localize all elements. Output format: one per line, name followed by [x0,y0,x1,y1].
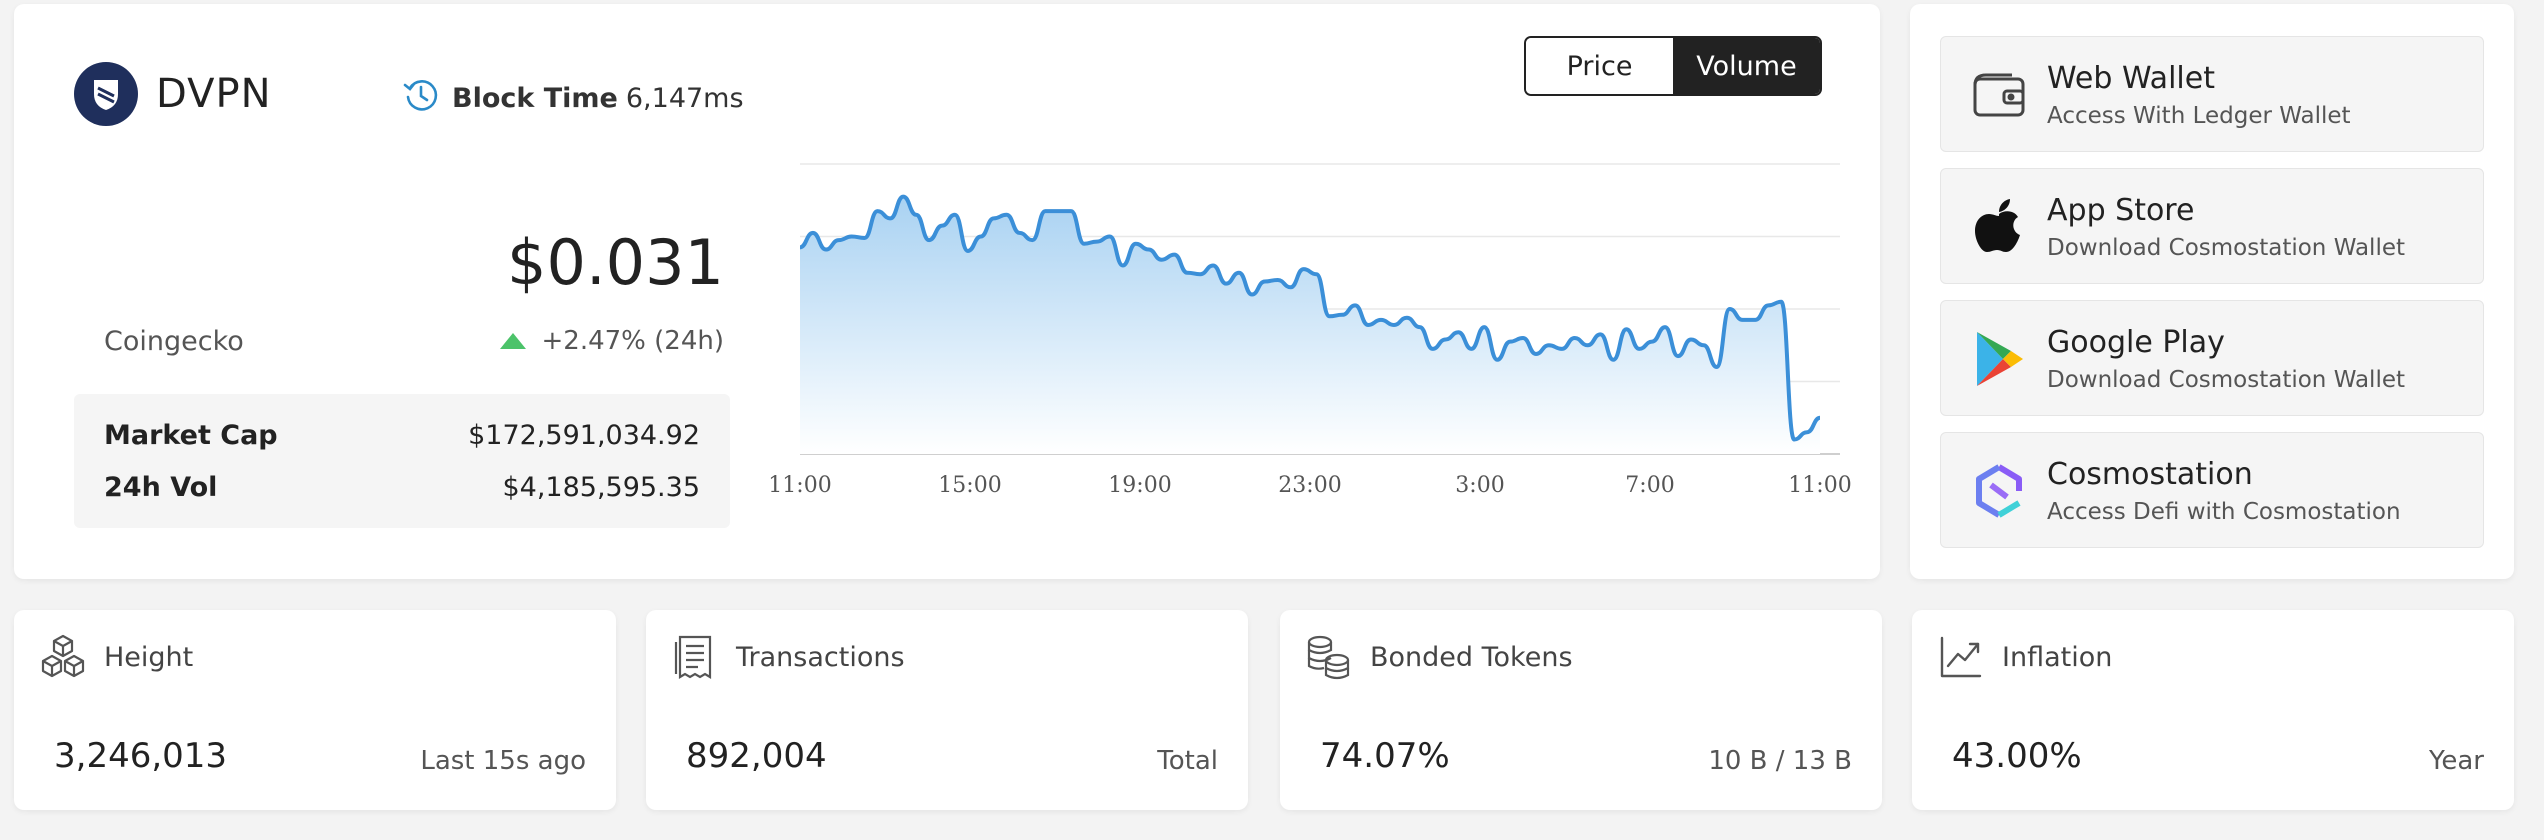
brand-name: DVPN [156,71,272,117]
cubes-icon [40,634,86,680]
transactions-value: 892,004 [686,736,827,776]
toggle-volume-button[interactable]: Volume [1673,38,1820,94]
google-play-link[interactable]: Google Play Download Cosmostation Wallet [1940,300,2484,416]
cosmostation-subtitle: Access Defi with Cosmostation [2047,499,2401,525]
inflation-label: Inflation [2002,642,2113,673]
inflation-value: 43.00% [1952,736,2082,776]
google-play-icon [1969,329,2029,389]
price-change: +2.47% (24h) [499,326,725,356]
web-wallet-subtitle: Access With Ledger Wallet [2047,103,2351,129]
wallet-links-card: Web Wallet Access With Ledger Wallet App… [1910,4,2514,579]
x-tick-label: 7:00 [1625,473,1674,498]
cosmostation-icon [1969,461,2029,521]
bonded-tokens-value: 74.07% [1320,736,1450,776]
transactions-label: Transactions [736,642,905,673]
web-wallet-link[interactable]: Web Wallet Access With Ledger Wallet [1940,36,2484,152]
apple-icon [1969,197,2029,257]
coins-icon [1306,634,1352,680]
x-tick-label: 19:00 [1108,473,1171,498]
web-wallet-title: Web Wallet [2047,61,2215,96]
dvpn-logo-icon [74,62,138,126]
cosmostation-link[interactable]: Cosmostation Access Defi with Cosmostati… [1940,432,2484,548]
height-value: 3,246,013 [54,736,228,776]
chart-line [799,194,1821,442]
app-store-subtitle: Download Cosmostation Wallet [2047,235,2406,261]
app-store-title: App Store [2047,193,2195,228]
wallet-icon [1969,65,2029,125]
brand: DVPN [74,62,272,126]
receipt-icon [672,634,718,680]
volume-row: 24h Vol $4,185,595.35 [104,472,700,503]
price-value: $0.031 [507,226,724,299]
trend-icon [1938,634,1984,680]
volume-label: 24h Vol [104,472,218,503]
block-time-label: Block Time [452,83,618,114]
x-tick-label: 3:00 [1455,473,1504,498]
transactions-card: Transactions 892,004 Total [646,610,1248,810]
market-cap-label: Market Cap [104,420,278,451]
google-play-subtitle: Download Cosmostation Wallet [2047,367,2406,393]
cosmostation-title: Cosmostation [2047,457,2253,492]
market-cap-value: $172,591,034.92 [468,420,700,451]
bonded-tokens-card: Bonded Tokens 74.07% 10 B / 13 B [1280,610,1882,810]
market-stats: Market Cap $172,591,034.92 24h Vol $4,18… [74,394,730,528]
chart-toggle: Price Volume [1524,36,1822,96]
chart-area [800,196,1820,454]
inflation-note: Year [2428,746,2484,776]
bonded-tokens-note: 10 B / 13 B [1708,746,1852,776]
x-tick-label: 23:00 [1278,473,1341,498]
height-card: Height 3,246,013 Last 15s ago [14,610,616,810]
triangle-up-icon [499,333,526,349]
height-label: Height [104,642,194,673]
market-cap-row: Market Cap $172,591,034.92 [104,420,700,451]
app-store-link[interactable]: App Store Download Cosmostation Wallet [1940,168,2484,284]
google-play-title: Google Play [2047,325,2225,360]
x-tick-label: 15:00 [938,473,1001,498]
history-icon [402,76,440,121]
block-time: Block Time 6,147ms [402,76,744,121]
market-card: DVPN Block Time 6,147ms $0.031 Coingecko… [14,4,1880,579]
price-source: Coingecko [104,326,244,357]
x-tick-label: 11:00 [768,473,831,498]
toggle-price-button[interactable]: Price [1526,38,1673,94]
transactions-note: Total [1157,746,1218,776]
height-note: Last 15s ago [420,746,586,776]
x-tick-label: 11:00 [1788,473,1851,498]
inflation-card: Inflation 43.00% Year [1912,610,2514,810]
bonded-tokens-label: Bonded Tokens [1370,642,1573,673]
block-time-value: 6,147ms [625,83,744,114]
price-change-value: +2.47% (24h) [541,326,725,356]
volume-value: $4,185,595.35 [502,472,700,503]
volume-chart: 11:00 15:00 19:00 23:00 3:00 7:00 11:00 [768,163,1852,498]
